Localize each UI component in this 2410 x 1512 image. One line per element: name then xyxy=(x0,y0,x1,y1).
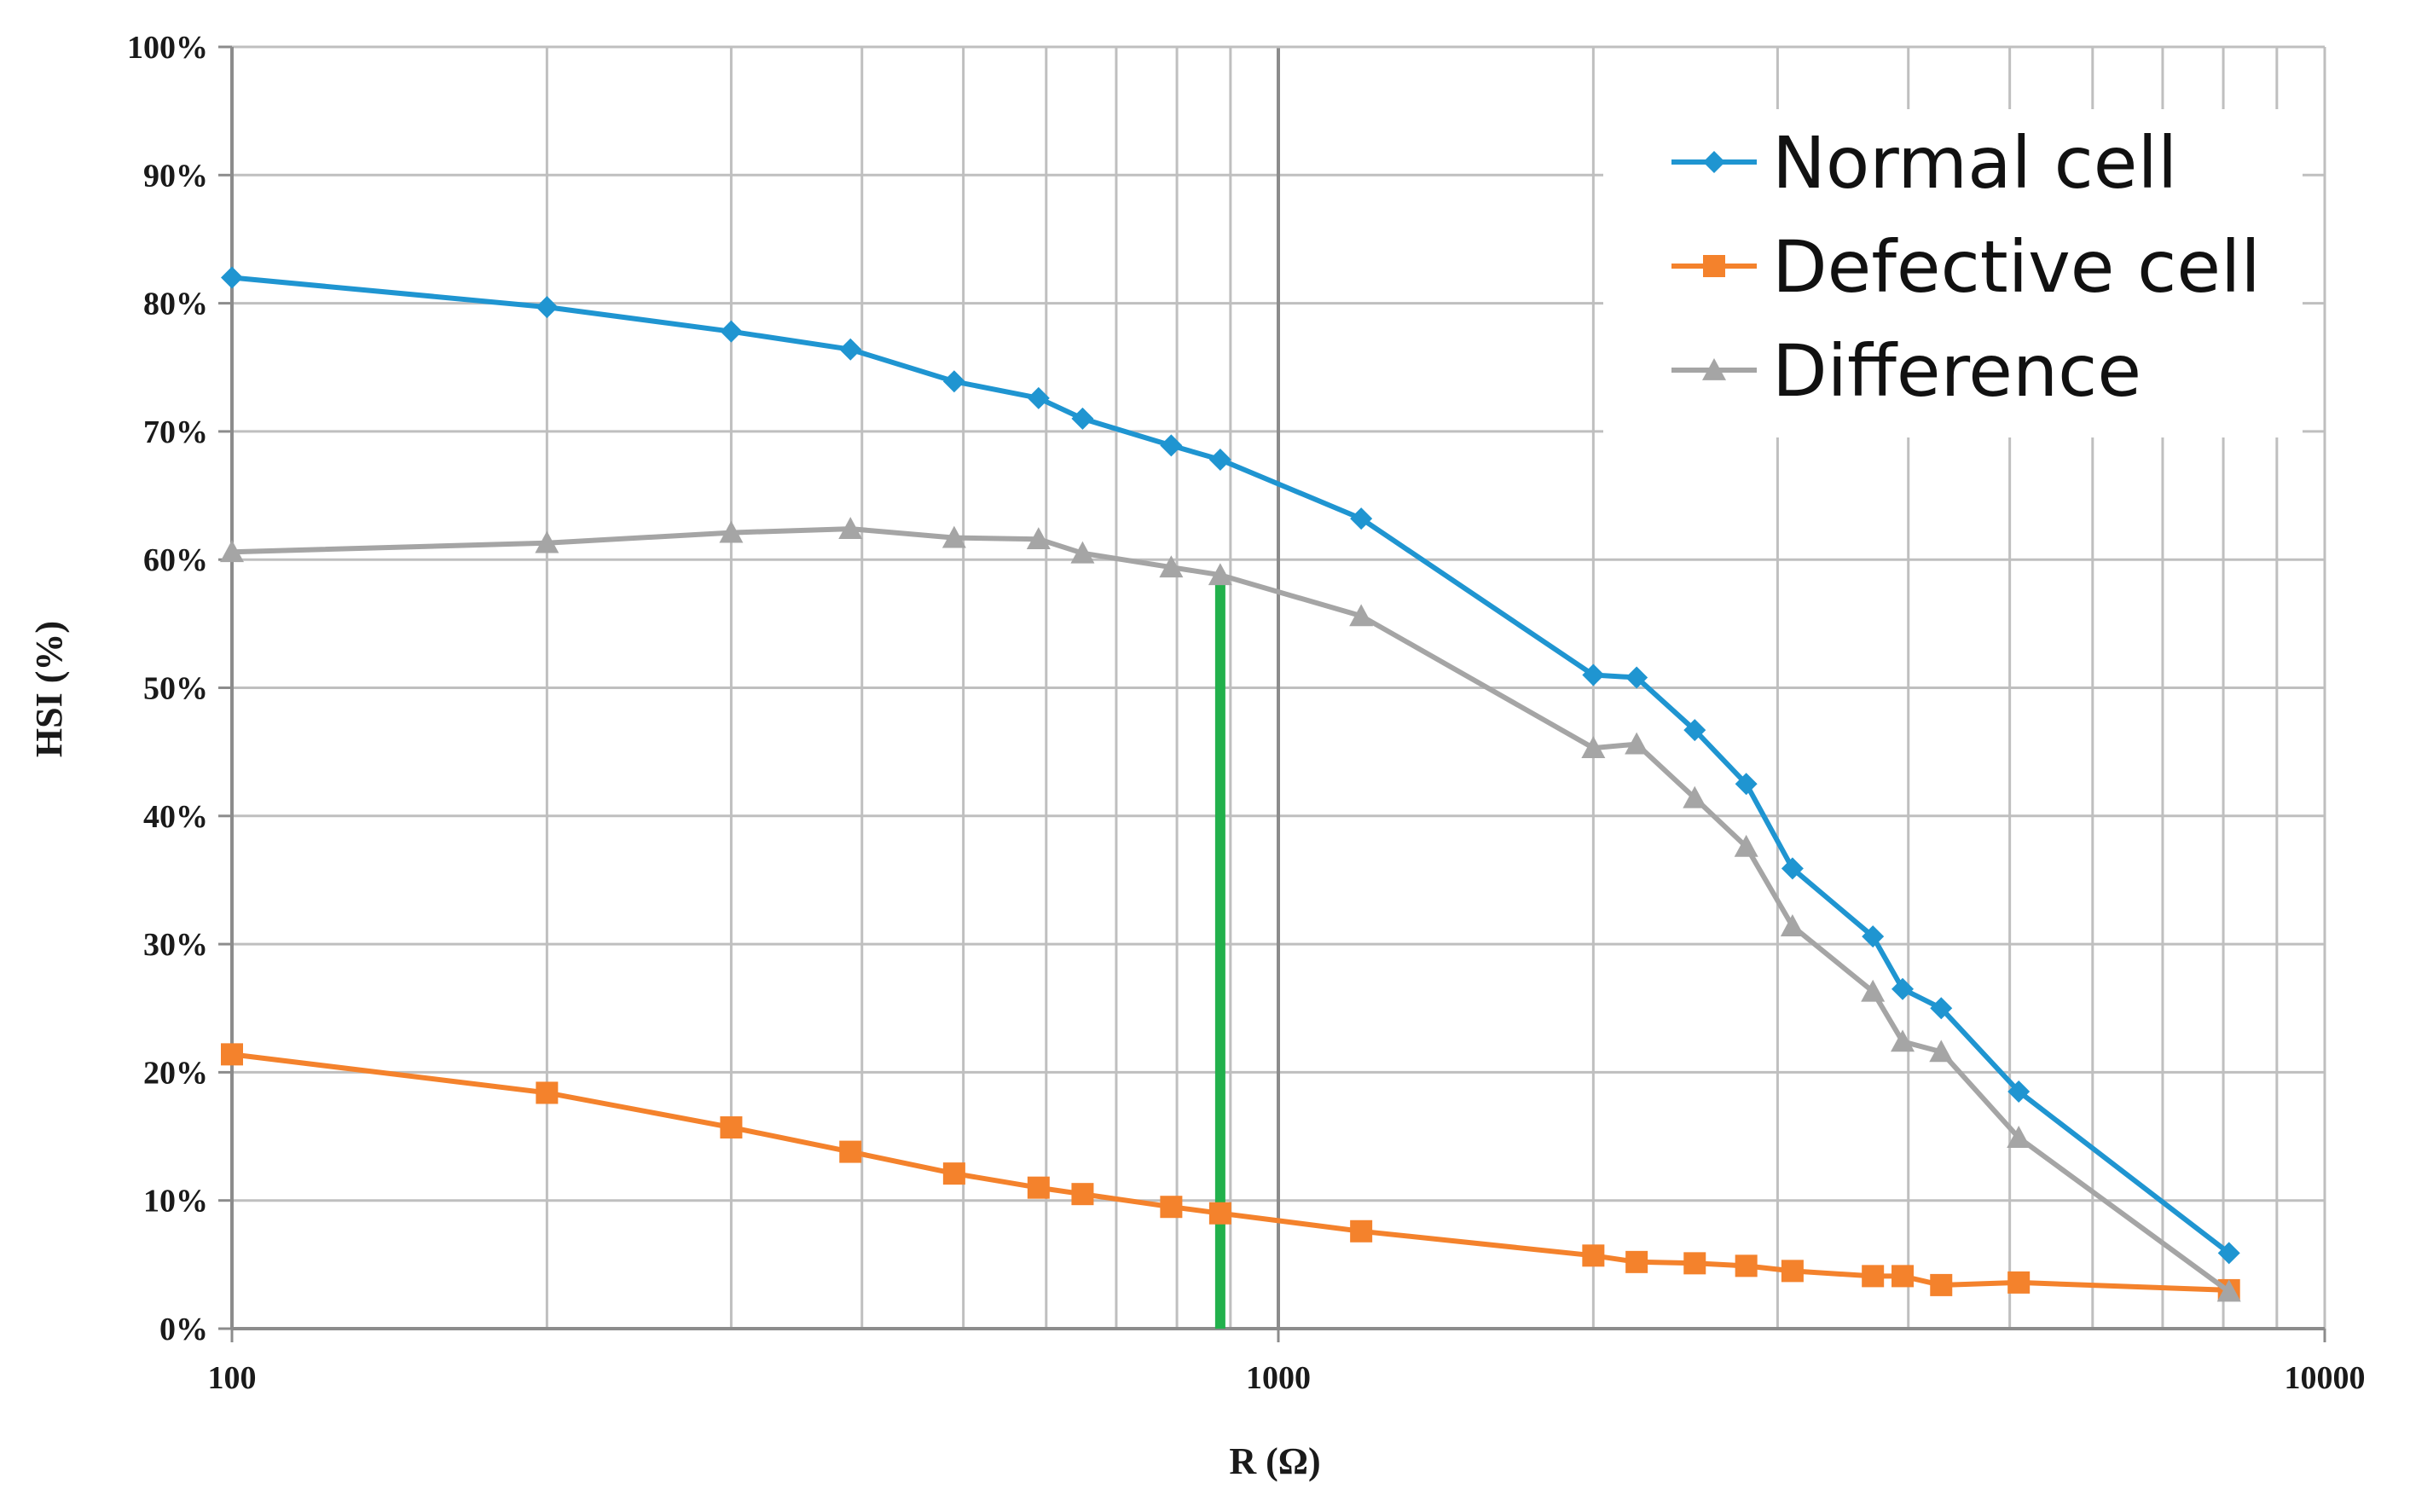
square-marker xyxy=(942,1162,965,1185)
triangle-marker xyxy=(719,520,744,543)
square-marker xyxy=(1027,1176,1050,1199)
square-marker xyxy=(221,1043,243,1066)
triangle-marker xyxy=(220,540,244,563)
legend-triangle-marker xyxy=(1702,358,1726,380)
x-axis-title: R (Ω) xyxy=(1229,1440,1320,1482)
square-marker xyxy=(720,1116,743,1139)
diamond-marker xyxy=(2217,1242,2240,1265)
series-normal-cell xyxy=(221,266,2240,1265)
y-tick-label: 30% xyxy=(143,927,208,963)
triangle-marker xyxy=(941,525,966,548)
series-line xyxy=(231,526,2231,1294)
diamond-marker xyxy=(839,338,862,361)
square-marker xyxy=(1735,1254,1758,1277)
triangle-marker xyxy=(1683,785,1707,808)
diamond-marker xyxy=(221,266,243,289)
diamond-marker xyxy=(1027,386,1050,409)
diamond-marker xyxy=(1625,666,1648,689)
diamond-marker xyxy=(1071,407,1094,430)
diamond-marker xyxy=(1862,925,1885,948)
square-marker xyxy=(2007,1271,2031,1294)
square-marker xyxy=(1071,1183,1094,1206)
triangle-marker xyxy=(838,517,863,540)
series-difference xyxy=(220,517,2241,1302)
triangle-marker xyxy=(1891,1029,1915,1052)
series-defective-cell xyxy=(221,1043,2240,1301)
triangle-marker xyxy=(535,530,559,553)
y-tick-label: 0% xyxy=(159,1312,208,1347)
diamond-marker xyxy=(720,320,743,343)
series-line xyxy=(231,275,2231,1255)
square-marker xyxy=(1892,1265,1915,1288)
triangle-marker xyxy=(1929,1040,1954,1063)
y-tick-label: 40% xyxy=(143,799,208,835)
legend-square-marker xyxy=(1703,255,1725,277)
diamond-marker xyxy=(942,370,965,393)
diamond-marker xyxy=(536,296,559,319)
triangle-marker xyxy=(1861,979,1886,1002)
y-tick-label: 50% xyxy=(143,671,208,707)
triangle-marker xyxy=(1625,732,1649,755)
y-tick-label: 80% xyxy=(143,287,208,322)
diamond-marker xyxy=(1683,719,1706,742)
diamond-marker xyxy=(1781,857,1804,880)
triangle-marker xyxy=(2007,1126,2031,1148)
triangle-marker xyxy=(1349,604,1374,627)
y-tick-label: 20% xyxy=(143,1055,208,1091)
diamond-marker xyxy=(1160,434,1183,457)
square-marker xyxy=(1683,1252,1706,1275)
triangle-marker xyxy=(2216,1279,2241,1302)
square-marker xyxy=(1582,1244,1605,1267)
diamond-marker xyxy=(1350,507,1373,530)
legend-label: Difference xyxy=(1772,329,2141,413)
square-marker xyxy=(1625,1250,1648,1273)
x-tick-label: 1000 xyxy=(1246,1360,1311,1396)
x-tick-label: 100 xyxy=(208,1360,257,1396)
legend-item: Difference xyxy=(1671,329,2141,413)
legend-diamond-marker xyxy=(1703,151,1725,173)
axes-layer: 0% 10% 20% 30% 40% 50% 60% 70% 80% 90% 100% 100 1000… xyxy=(127,30,2366,1396)
diamond-marker xyxy=(2007,1080,2031,1103)
legend-label: Normal cell xyxy=(1772,121,2177,205)
legend-label: Defective cell xyxy=(1772,225,2261,309)
y-tick-label: 100% xyxy=(127,30,208,66)
series-layer xyxy=(220,266,2241,1302)
legend: Normal cell Defective cell Difference xyxy=(1603,109,2303,437)
triangle-marker xyxy=(1159,555,1184,578)
legend-item: Normal cell xyxy=(1671,121,2177,205)
triangle-marker xyxy=(1734,834,1758,857)
triangle-marker xyxy=(1070,541,1095,564)
legend-item: Defective cell xyxy=(1671,225,2261,309)
triangle-marker xyxy=(1581,736,1606,759)
diamond-marker xyxy=(1930,997,1953,1020)
square-marker xyxy=(1930,1273,1953,1296)
y-tick-label: 90% xyxy=(143,158,208,194)
diamond-marker xyxy=(1892,977,1915,1000)
y-tick-label: 60% xyxy=(143,542,208,578)
square-marker xyxy=(1160,1196,1183,1219)
square-marker xyxy=(536,1081,559,1104)
square-marker xyxy=(1208,1202,1231,1225)
x-tick-label: 10000 xyxy=(2285,1360,2366,1396)
square-marker xyxy=(1350,1219,1373,1243)
triangle-marker xyxy=(1780,914,1805,936)
y-tick-label: 10% xyxy=(143,1184,208,1219)
diamond-marker xyxy=(1735,773,1758,796)
diamond-marker xyxy=(1582,663,1605,686)
square-marker xyxy=(1862,1265,1885,1288)
diamond-marker xyxy=(1208,448,1231,471)
square-marker xyxy=(839,1140,862,1163)
triangle-marker xyxy=(1208,563,1232,586)
grid-layer xyxy=(232,45,2326,1329)
triangle-marker xyxy=(1026,527,1051,550)
y-tick-label: 70% xyxy=(143,414,208,450)
y-axis-title: HSI (%) xyxy=(28,621,70,757)
square-marker xyxy=(1781,1260,1804,1283)
